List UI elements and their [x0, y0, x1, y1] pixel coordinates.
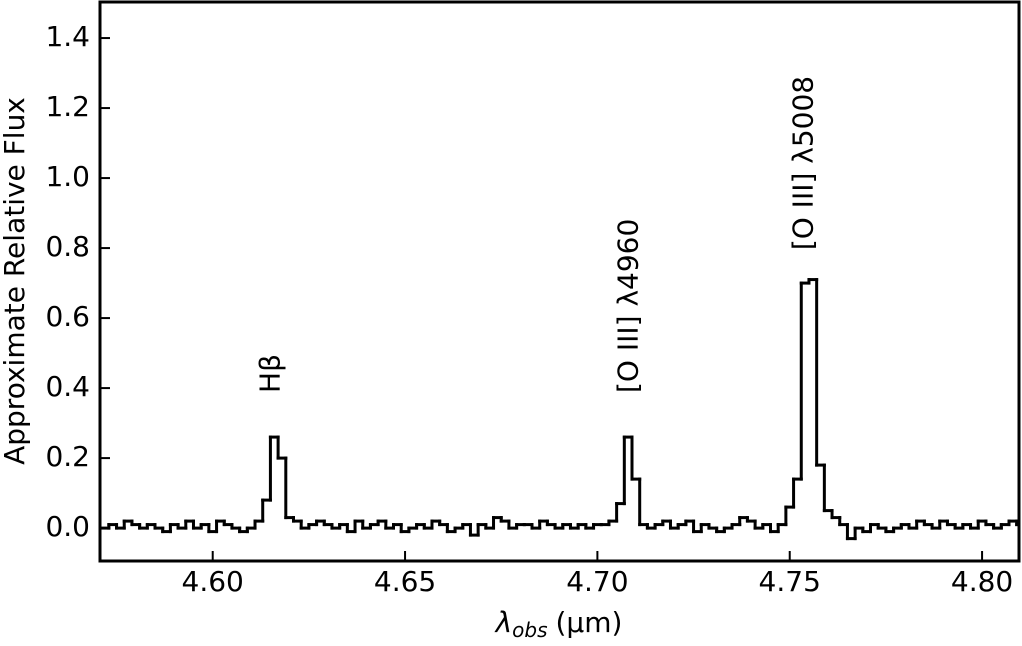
y-tick-label: 1.0 — [45, 160, 90, 193]
y-tick-label: 0.8 — [45, 230, 90, 263]
x-tick-label: 4.75 — [759, 565, 821, 598]
y-tick-label: 0.2 — [45, 440, 90, 473]
x-tick-label: 4.80 — [951, 565, 1013, 598]
y-tick-label: 1.4 — [45, 20, 90, 53]
y-tick-label: 0.6 — [45, 300, 90, 333]
x-label-symbol: λ — [494, 606, 513, 639]
annotation: [O III] λ4960 — [611, 219, 644, 393]
y-tick-label: 0.0 — [45, 510, 90, 543]
x-tick-label: 4.60 — [182, 565, 244, 598]
x-tick-label: 4.65 — [374, 565, 436, 598]
x-axis-label: λobs (μm) — [494, 606, 623, 642]
x-tick-label: 4.70 — [566, 565, 628, 598]
x-label-unit: (μm) — [556, 606, 623, 639]
x-label-subscript: obs — [512, 618, 547, 642]
y-axis-label: Approximate Relative Flux — [0, 97, 31, 465]
y-tick-label: 1.2 — [45, 90, 90, 123]
annotation: [O III] λ5008 — [786, 76, 819, 250]
y-tick-label: 0.4 — [45, 370, 90, 403]
plot-frame — [98, 0, 1021, 563]
annotation: Hβ — [254, 354, 287, 393]
